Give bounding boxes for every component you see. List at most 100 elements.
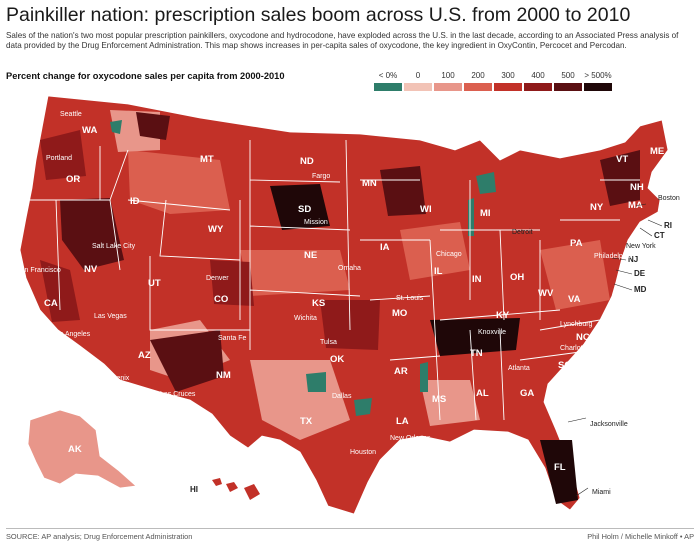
city-label-fargo: Fargo — [312, 173, 330, 180]
decrease-region — [420, 362, 428, 392]
legend-label: > 500% — [584, 71, 612, 80]
dark-region — [430, 318, 520, 356]
state-label-nd: ND — [300, 156, 314, 167]
border — [30, 146, 129, 311]
legend-label: 0 — [415, 71, 421, 80]
city-labels: Seattle Portland San Francisco Los Angel… — [16, 111, 680, 496]
legend-swatch — [494, 83, 522, 91]
leader-line — [567, 417, 587, 423]
shade-region — [240, 250, 350, 296]
map-subtitle: Percent change for oxycodone sales per c… — [6, 71, 285, 81]
state-label-il: IL — [434, 266, 443, 277]
dark-region — [150, 330, 224, 392]
state-label-id: ID — [130, 196, 140, 207]
legend-label: < 0% — [378, 71, 398, 80]
dark-region — [600, 150, 640, 206]
city-label-san-francisco: San Francisco — [16, 267, 61, 274]
state-label-ak: AK — [68, 444, 82, 455]
state-label-ne: NE — [304, 250, 317, 261]
legend-swatch — [584, 83, 612, 91]
city-label-seattle: Seattle — [60, 111, 82, 118]
dark-region — [40, 260, 80, 322]
state-label-oh: OH — [510, 272, 524, 283]
state-label-wy: WY — [208, 224, 224, 235]
state-label-ms: MS — [432, 394, 446, 405]
city-label-lynchburg: Lynchburg — [560, 321, 593, 328]
border — [360, 179, 441, 421]
leader-line — [575, 487, 589, 497]
state-label-ky: KY — [496, 310, 510, 321]
leader-line — [611, 257, 627, 261]
state-label-de: DE — [634, 269, 646, 278]
city-label-philadelphia: Philadelphia — [594, 253, 632, 260]
shade-region — [128, 150, 230, 214]
state-label-md: MD — [634, 285, 647, 294]
state-label-ct: CT — [654, 231, 665, 240]
state-label-nc: NC — [576, 332, 590, 343]
legend-swatch — [434, 83, 462, 91]
legend-item: 300 — [494, 71, 522, 91]
state-label-wi: WI — [420, 204, 432, 215]
state-label-al: AL — [476, 388, 489, 399]
alaska-land — [27, 409, 137, 489]
us-county-map: WA OR CA NV ID MT WY UT CO AZ NM ND SD N… — [16, 95, 680, 515]
state-label-fl: FL — [554, 462, 566, 473]
city-label-portland: Portland — [46, 155, 72, 162]
city-label-st-louis: St. Louis — [396, 295, 424, 302]
city-label-miami: Miami — [592, 489, 611, 496]
state-label-wa: WA — [82, 125, 97, 136]
city-label-omaha: Omaha — [338, 265, 361, 272]
leader-line — [615, 269, 633, 275]
city-label-los-angeles: Los Angeles — [52, 331, 91, 338]
color-legend: < 0% 0 100 200 300 400 500 > 500% — [374, 71, 696, 95]
credit-note: Phil Holm / Michelle Minkoff • AP — [587, 532, 694, 541]
state-label-ri: RI — [664, 221, 672, 230]
state-label-mt: MT — [200, 154, 214, 165]
border — [439, 180, 561, 321]
border — [249, 139, 361, 350]
leader-line — [647, 219, 663, 227]
city-label-knoxville: Knoxville — [478, 329, 506, 336]
state-label-nm: NM — [216, 370, 231, 381]
legend-label: 300 — [501, 71, 515, 80]
state-label-sc: SC — [558, 360, 571, 371]
city-label-new-york: New York — [626, 243, 656, 250]
state-label-hi: HI — [190, 485, 198, 494]
legend-item: 400 — [524, 71, 552, 91]
state-label-tn: TN — [470, 348, 483, 359]
leader-line — [613, 283, 633, 291]
city-label-mission: Mission — [304, 219, 328, 226]
city-label-charlotte: Charlotte — [560, 345, 589, 352]
dark-region — [40, 130, 86, 180]
state-label-ut: UT — [148, 278, 161, 289]
state-label-tx: TX — [300, 416, 313, 427]
dark-region — [60, 198, 124, 270]
state-label-mn: MN — [362, 178, 377, 189]
state-label-mi: MI — [480, 208, 491, 219]
city-label-phoenix: Phoenix — [104, 375, 130, 382]
decrease-region — [354, 398, 372, 416]
state-label-wv: WV — [538, 288, 554, 299]
leader-line — [635, 203, 647, 207]
state-label-ma: MA — [628, 200, 643, 211]
legend-label: 100 — [441, 71, 455, 80]
state-label-pa: PA — [570, 238, 583, 249]
state-label-ks: KS — [312, 298, 325, 309]
state-label-co: CO — [214, 294, 228, 305]
leader-line — [639, 227, 653, 237]
dark-region — [210, 260, 254, 306]
state-label-va: VA — [568, 294, 581, 305]
border — [469, 179, 640, 421]
decrease-region — [110, 120, 122, 134]
county-shading — [40, 110, 640, 504]
state-label-nh: NH — [630, 182, 644, 193]
state-label-nj: NJ — [628, 255, 638, 264]
city-label-las-vegas: Las Vegas — [94, 313, 127, 320]
state-label-ca: CA — [44, 298, 58, 309]
chart-title: Painkiller nation: prescription sales bo… — [6, 4, 631, 26]
state-label-la: LA — [396, 416, 409, 427]
city-label-jacksonville: Jacksonville — [590, 421, 628, 428]
dark-region — [136, 112, 170, 140]
state-label-in: IN — [472, 274, 482, 285]
legend-item: < 0% — [374, 71, 402, 91]
